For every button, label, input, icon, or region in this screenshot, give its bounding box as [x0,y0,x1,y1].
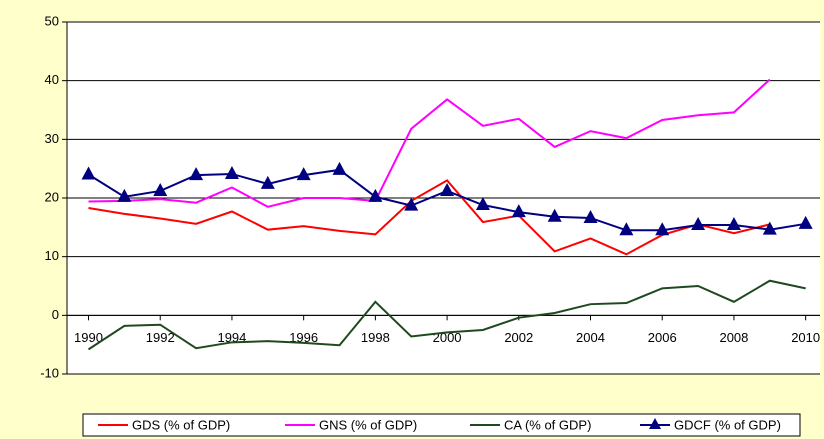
data-point [762,221,777,235]
legend-box [82,413,801,437]
y-tick-label: 30 [45,131,59,146]
x-tick-label: 2010 [791,330,820,345]
data-point [81,166,96,180]
data-point [440,182,455,196]
data-point [404,197,419,211]
series-line [88,179,771,256]
y-tick-label: 10 [45,248,59,263]
data-point [189,167,204,181]
y-tick-label: 0 [52,307,59,322]
x-tick-label: 2002 [504,330,533,345]
data-point [619,222,634,236]
x-tick-label: 1992 [146,330,175,345]
data-point [726,216,741,230]
data-point [153,182,168,196]
legend-label: GNS (% of GDP) [319,417,417,432]
series-line [88,78,771,208]
data-point [296,167,311,181]
legend-label: CA (% of GDP) [504,417,591,432]
series-line [87,279,806,351]
data-point [475,197,490,211]
data-point [798,215,813,229]
x-tick-label: 1994 [217,330,246,345]
x-tick-label: 2006 [648,330,677,345]
y-tick-label: 20 [45,189,59,204]
x-tick-label: 1990 [74,330,103,345]
data-point [117,188,132,202]
legend-label: GDS (% of GDP) [132,417,230,432]
data-point [583,209,598,223]
data-point [691,216,706,230]
data-point [224,165,239,179]
data-point [332,161,347,175]
legend-marker [649,418,661,429]
y-tick-label: 40 [45,72,59,87]
x-tick-label: 1998 [361,330,390,345]
data-point [511,204,526,218]
x-tick-label: 2008 [719,330,748,345]
y-tick-label: 50 [45,13,59,28]
data-point [260,175,275,189]
y-tick-label: -10 [40,365,59,380]
x-tick-label: 2004 [576,330,605,345]
data-point [547,208,562,222]
data-point [655,222,670,236]
x-tick-label: 1996 [289,330,318,345]
legend-label: GDCF (% of GDP) [674,417,781,432]
data-point [368,188,383,202]
